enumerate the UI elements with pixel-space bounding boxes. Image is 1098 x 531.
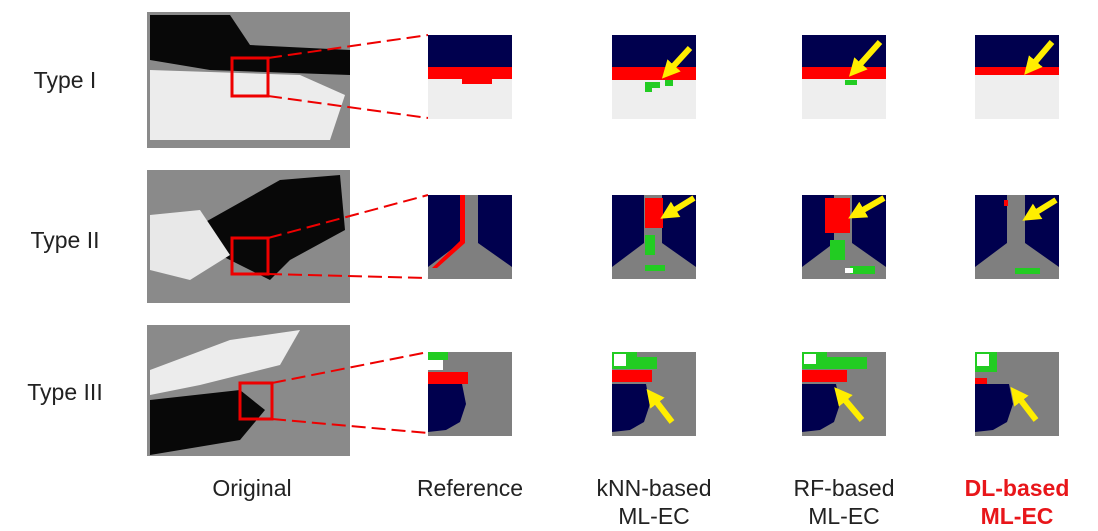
column-label: ML-EC — [981, 503, 1054, 529]
column-labels: Original Reference kNN-based ML-EC RF-ba… — [212, 475, 1069, 529]
column-label: Original — [212, 475, 291, 501]
column-label: DL-based — [965, 475, 1070, 501]
column-label: Reference — [417, 475, 523, 501]
column-label: kNN-based — [596, 475, 711, 501]
original-images — [147, 12, 350, 456]
row-label: Type II — [30, 227, 99, 253]
patches-row-2 — [428, 195, 1059, 279]
row-label: Type III — [27, 379, 102, 405]
column-label: ML-EC — [808, 503, 880, 529]
column-label: ML-EC — [618, 503, 690, 529]
figure: Type I Type II Type III Original Referen… — [0, 0, 1098, 531]
row-label: Type I — [34, 67, 97, 93]
row-labels: Type I Type II Type III — [27, 67, 102, 405]
patches-row-1 — [428, 35, 1059, 119]
column-label: RF-based — [794, 475, 895, 501]
patches-row-3 — [428, 352, 1059, 436]
